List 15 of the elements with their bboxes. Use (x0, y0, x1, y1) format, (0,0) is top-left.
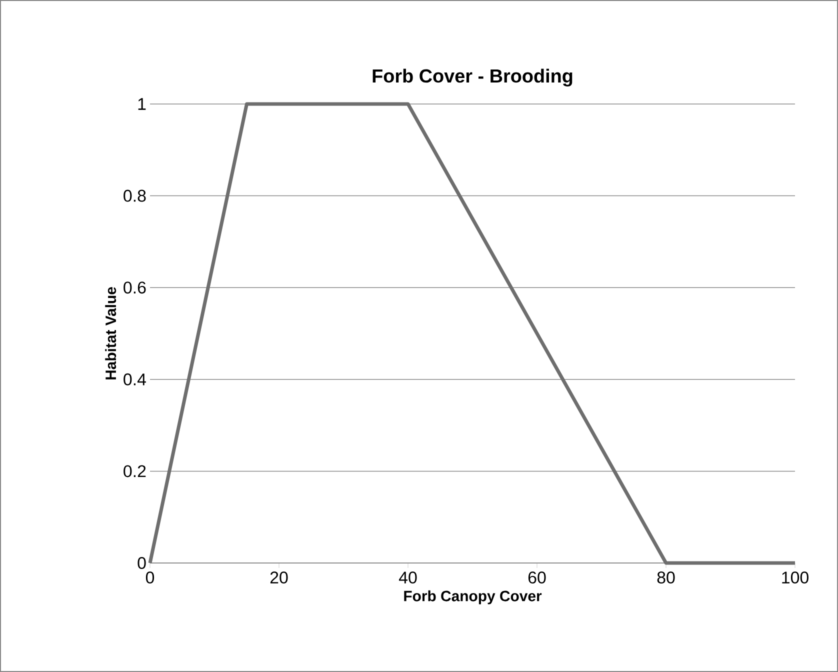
y-tick-label: 0.6 (124, 282, 146, 294)
y-tick-label: 1 (138, 98, 146, 110)
x-axis-title: Forb Canopy Cover (404, 590, 542, 604)
x-tick-label: 100 (782, 572, 808, 584)
y-tick-label: 0.8 (124, 190, 146, 202)
y-tick-label: 0 (138, 557, 146, 569)
chart-title: Forb Cover - Brooding (372, 68, 572, 86)
y-tick-label: 0.2 (124, 465, 146, 478)
x-tick-label: 60 (528, 572, 546, 584)
y-tick-label: 0.4 (124, 373, 146, 386)
x-tick-label: 40 (398, 572, 417, 584)
x-tick-label: 80 (657, 572, 675, 584)
x-tick-label: 20 (270, 572, 288, 584)
y-axis-title: Habitat Value (105, 287, 116, 380)
x-tick-label: 0 (146, 572, 154, 584)
